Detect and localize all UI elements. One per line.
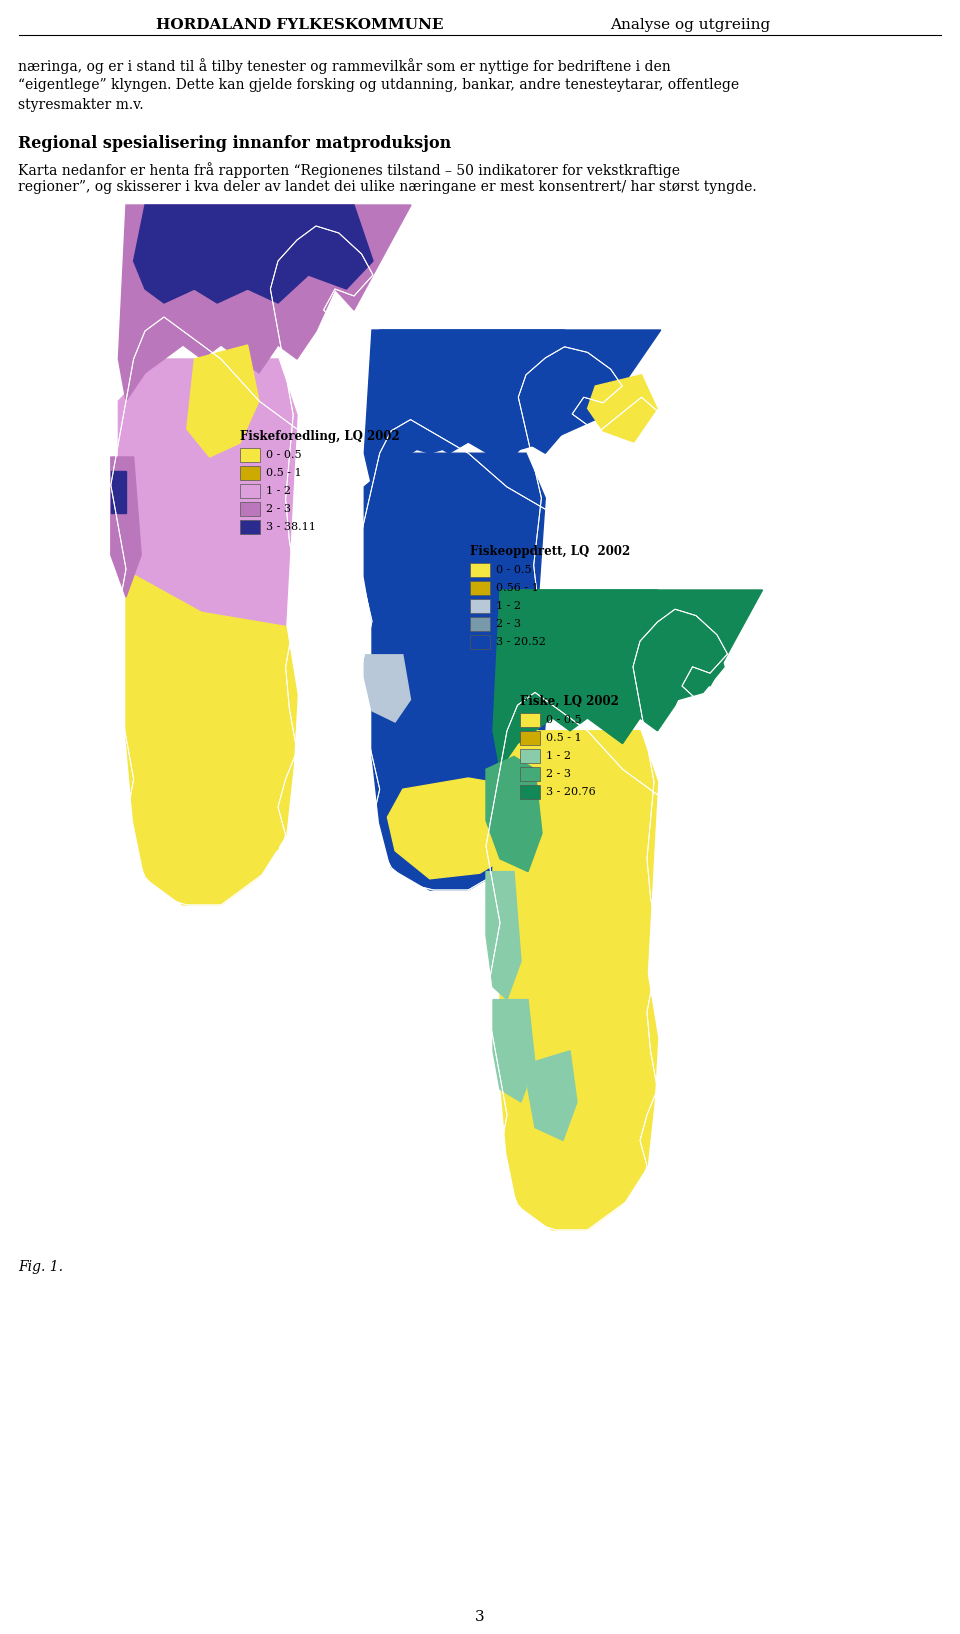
Text: 3 - 38.11: 3 - 38.11 <box>266 521 316 533</box>
Bar <box>470 600 490 613</box>
Polygon shape <box>133 204 373 302</box>
Text: næringa, og er i stand til å tilby tenester og rammevilkår som er nyttige for be: næringa, og er i stand til å tilby tenes… <box>18 57 671 74</box>
Polygon shape <box>118 204 411 400</box>
Bar <box>240 520 260 534</box>
Bar <box>520 784 540 799</box>
Text: 1 - 2: 1 - 2 <box>266 485 291 497</box>
Polygon shape <box>126 569 297 905</box>
Polygon shape <box>187 345 259 458</box>
Bar <box>520 730 540 745</box>
Text: Fig. 1.: Fig. 1. <box>18 1260 63 1275</box>
Polygon shape <box>500 923 658 1230</box>
Text: 1 - 2: 1 - 2 <box>496 601 521 611</box>
Text: regioner”, og skisserer i kva deler av landet dei ulike næringane er mest konsen: regioner”, og skisserer i kva deler av l… <box>18 180 756 194</box>
Text: 0.56 - 1: 0.56 - 1 <box>496 583 539 593</box>
Polygon shape <box>141 765 286 891</box>
Text: Fiske, LQ 2002: Fiske, LQ 2002 <box>520 694 619 708</box>
Polygon shape <box>493 1000 535 1101</box>
Text: 2 - 3: 2 - 3 <box>546 770 571 779</box>
Polygon shape <box>118 359 297 624</box>
Polygon shape <box>486 757 542 871</box>
Bar <box>240 448 260 462</box>
Polygon shape <box>486 871 521 1000</box>
Text: 3: 3 <box>475 1609 485 1624</box>
Bar <box>520 748 540 763</box>
Bar <box>520 766 540 781</box>
Bar <box>240 484 260 498</box>
Text: 0.5 - 1: 0.5 - 1 <box>546 734 582 743</box>
Text: 1 - 2: 1 - 2 <box>546 752 571 761</box>
Polygon shape <box>588 374 657 443</box>
Text: 0.5 - 1: 0.5 - 1 <box>266 467 301 479</box>
Text: styresmakter m.v.: styresmakter m.v. <box>18 98 144 113</box>
Text: HORDALAND FYLKESKOMMUNE: HORDALAND FYLKESKOMMUNE <box>156 18 444 33</box>
Bar <box>470 564 490 577</box>
Text: 3 - 20.52: 3 - 20.52 <box>496 637 546 647</box>
Text: 2 - 3: 2 - 3 <box>496 619 521 629</box>
Text: 2 - 3: 2 - 3 <box>266 503 291 515</box>
Bar <box>520 712 540 727</box>
Text: Karta nedanfor er henta frå rapporten “Regionenes tilstand – 50 indikatorer for : Karta nedanfor er henta frå rapporten “R… <box>18 162 680 178</box>
Polygon shape <box>364 655 411 722</box>
Polygon shape <box>372 330 622 453</box>
Polygon shape <box>528 1051 577 1141</box>
Text: 3 - 20.76: 3 - 20.76 <box>546 788 596 797</box>
Bar <box>470 636 490 649</box>
Polygon shape <box>364 453 545 667</box>
Polygon shape <box>110 471 126 513</box>
Bar <box>470 618 490 631</box>
Text: 0 - 0.5: 0 - 0.5 <box>266 449 301 461</box>
Polygon shape <box>493 730 658 974</box>
Bar <box>240 502 260 516</box>
Bar <box>240 466 260 480</box>
Polygon shape <box>388 778 534 879</box>
Text: 0 - 0.5: 0 - 0.5 <box>546 716 582 725</box>
Bar <box>470 582 490 595</box>
Polygon shape <box>364 330 660 487</box>
Text: Analyse og utgreiing: Analyse og utgreiing <box>610 18 770 33</box>
Polygon shape <box>372 621 545 891</box>
Polygon shape <box>500 590 724 717</box>
Text: Regional spesialisering innanfor matproduksjon: Regional spesialisering innanfor matprod… <box>18 136 451 152</box>
Polygon shape <box>493 590 762 770</box>
Text: 0 - 0.5: 0 - 0.5 <box>496 565 532 575</box>
Text: Fiskeoppdrett, LQ  2002: Fiskeoppdrett, LQ 2002 <box>470 546 631 557</box>
Polygon shape <box>110 458 141 596</box>
Text: Fiskeforedling, LQ 2002: Fiskeforedling, LQ 2002 <box>240 430 399 443</box>
Text: “eigentlege” klyngen. Dette kan gjelde forsking og utdanning, bankar, andre tene: “eigentlege” klyngen. Dette kan gjelde f… <box>18 78 739 92</box>
